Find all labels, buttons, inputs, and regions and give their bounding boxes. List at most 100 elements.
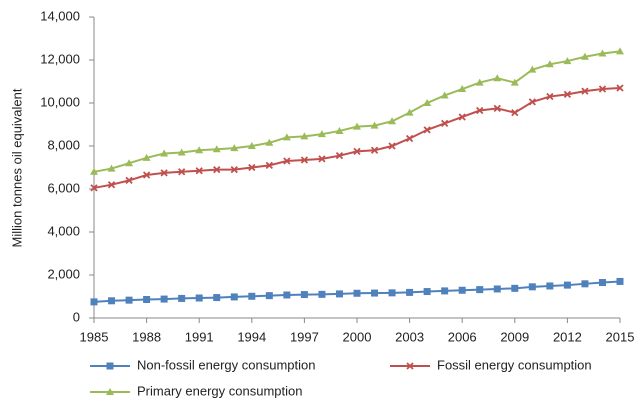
series-line [93,86,621,189]
marker [423,288,431,296]
marker [335,126,344,134]
y-tick-label: 14,000 [40,8,80,23]
marker [335,152,344,160]
marker [300,132,309,140]
marker [353,289,361,297]
marker [125,159,134,167]
marker [125,296,133,304]
marker [265,161,273,169]
marker [581,280,589,288]
marker [458,85,467,93]
marker [545,60,554,68]
marker [580,52,589,60]
marker [107,181,116,189]
marker [406,288,414,296]
marker [142,171,151,179]
marker [371,289,379,297]
marker [475,78,484,86]
marker [107,164,116,172]
marker [546,282,554,290]
marker [493,74,502,82]
marker [616,84,624,92]
marker [230,293,238,301]
marker [265,292,273,300]
marker [528,65,537,73]
marker [510,78,519,86]
marker [283,157,291,165]
x-tick-label: 1985 [80,329,109,344]
x-tick-label: 2006 [448,329,477,344]
legend-label: Primary energy consumption [137,383,302,398]
marker [195,146,204,154]
marker [528,98,536,106]
x-tick-label: 1991 [185,329,214,344]
marker [458,113,466,121]
legend-marker [106,362,114,370]
marker [441,287,449,295]
marker [143,296,151,304]
marker [90,184,98,192]
marker [213,294,221,302]
marker [563,90,572,99]
marker [142,153,151,161]
marker [317,130,326,138]
marker [581,87,589,95]
marker [493,285,501,293]
marker [423,126,431,134]
marker [108,297,116,305]
x-tick-label: 1997 [290,329,319,344]
marker [230,144,239,152]
x-tick-label: 2009 [500,329,529,344]
marker [90,167,98,175]
x-tick-label: 1994 [237,329,266,344]
marker [300,156,309,164]
y-tick-label: 6,000 [47,180,80,195]
marker [563,281,571,289]
marker [388,117,397,125]
marker [160,169,168,177]
marker [318,290,326,298]
y-tick-label: 12,000 [40,51,80,66]
marker [125,176,133,185]
marker [563,57,572,65]
marker [178,294,186,302]
marker [195,167,203,175]
x-tick-label: 2000 [343,329,372,344]
legend-label: Fossil energy consumption [437,357,592,372]
marker [441,119,449,128]
marker [405,108,414,116]
x-tick-label: 2012 [553,329,582,344]
marker [476,106,484,115]
marker [160,149,169,157]
marker [195,294,203,302]
marker [458,286,466,294]
marker [282,133,291,141]
marker [248,292,256,300]
marker [300,291,308,299]
marker [177,148,186,156]
marker [388,142,396,150]
marker [370,146,379,154]
marker [318,155,326,163]
y-tick-label: 4,000 [47,223,80,238]
marker [528,283,536,291]
marker [616,277,624,285]
marker [598,49,607,57]
marker [493,104,501,113]
marker [546,92,554,101]
marker [90,298,98,306]
marker [353,147,361,156]
y-tick-label: 8,000 [47,137,80,152]
marker [160,295,168,303]
marker [212,145,221,153]
marker [178,168,186,176]
marker [247,142,256,149]
marker [230,166,238,174]
marker [598,85,607,93]
marker [423,99,432,106]
marker [353,122,361,130]
marker [616,47,624,55]
y-tick-label: 10,000 [40,94,80,109]
